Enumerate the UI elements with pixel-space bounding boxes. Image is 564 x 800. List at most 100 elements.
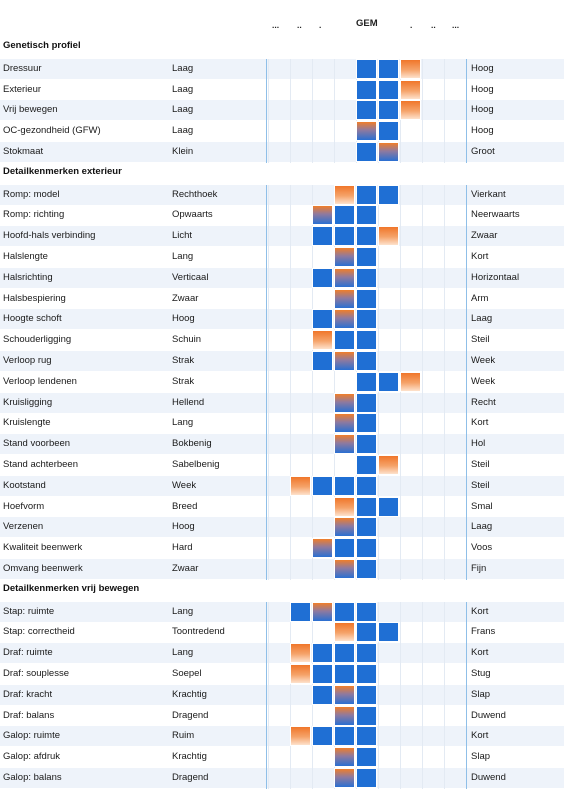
high-extreme-label: Hoog — [471, 104, 494, 116]
grid-line — [422, 664, 423, 685]
profile-bar-segment — [290, 643, 311, 664]
trait-label: Kruislengte — [3, 417, 51, 429]
high-extreme-label: Vierkant — [471, 188, 506, 200]
grid-line — [268, 601, 269, 623]
grid-line — [268, 517, 269, 539]
grid-line — [400, 538, 401, 559]
grid-line — [290, 538, 291, 559]
profile-bar-segment — [312, 726, 333, 747]
grid-line — [444, 205, 445, 227]
profile-row: Halsbespiering Zwaar Arm — [0, 289, 564, 309]
grid-line — [400, 622, 401, 644]
low-extreme-label: Hellend — [172, 396, 205, 408]
grid-line — [268, 475, 269, 497]
high-extreme-label: Arm — [471, 292, 489, 304]
profile-row: Draf: balans Dragend Duwend — [0, 706, 564, 726]
trait-label: Verzenen — [3, 521, 44, 533]
profile-row: Galop: afdruk Krachtig Slap — [0, 747, 564, 767]
grid-line — [422, 768, 423, 789]
profile-bar-segment — [378, 371, 399, 392]
grid-line — [422, 413, 423, 435]
profile-row: Halslengte Lang Kort — [0, 247, 564, 267]
grid-line — [268, 142, 269, 163]
grid-line — [422, 309, 423, 331]
grid-line — [334, 121, 335, 142]
low-extreme-label: Klein — [172, 146, 194, 157]
grid-line — [334, 371, 335, 393]
profile-row: Stand voorbeen Bokbenig Hol — [0, 434, 564, 455]
grid-line — [334, 142, 335, 163]
grid-line — [268, 184, 269, 206]
grid-line — [312, 622, 313, 644]
grid-line — [444, 434, 445, 455]
profile-bar-segment — [334, 330, 355, 351]
grid-line — [312, 559, 313, 580]
profile-bar-segment — [400, 58, 421, 79]
grid-line — [268, 559, 269, 580]
grid-line — [378, 768, 379, 789]
profile-bar-segment — [378, 100, 399, 121]
grid-line — [268, 413, 269, 435]
profile-bar-segment — [356, 184, 377, 205]
grid-line — [400, 267, 401, 289]
grid-line — [444, 413, 445, 435]
section-title: Detailkenmerken vrij bewegen — [3, 582, 140, 594]
grid-line — [400, 247, 401, 268]
profile-bar-segment — [334, 684, 355, 705]
grid-line — [290, 434, 291, 455]
profile-bar-segment — [378, 226, 399, 247]
grid-line — [444, 58, 445, 80]
profile-bar-segment — [356, 705, 377, 726]
grid-line — [444, 142, 445, 163]
profile-bar-segment — [356, 664, 377, 684]
grid-line — [268, 455, 269, 476]
profile-bar-segment — [312, 267, 333, 288]
profile-bar-segment — [356, 205, 377, 226]
profile-row: Kruisligging Hellend Recht — [0, 392, 564, 413]
profile-bar-segment — [356, 496, 377, 517]
profile-bar-segment — [334, 664, 355, 684]
grid-line — [312, 747, 313, 768]
low-extreme-label: Breed — [172, 500, 198, 512]
profile-bar-segment — [334, 434, 355, 455]
profile-bar-segment — [356, 121, 377, 142]
high-extreme-label: Steil — [471, 459, 490, 470]
grid-line — [400, 392, 401, 414]
grid-line — [290, 142, 291, 163]
low-extreme-label: Opwaarts — [172, 209, 213, 221]
trait-label: Stand voorbeen — [3, 438, 71, 450]
profile-bar-segment — [356, 517, 377, 538]
grid-line — [444, 288, 445, 310]
profile-bar-segment — [290, 475, 311, 496]
grid-line — [400, 517, 401, 539]
grid-line — [290, 496, 291, 518]
profile-bar-segment — [312, 330, 333, 351]
grid-line — [268, 205, 269, 227]
grid-line — [378, 475, 379, 497]
grid-line — [290, 247, 291, 268]
low-extreme-label: Hoog — [172, 521, 195, 533]
trait-label: Stand achterbeen — [3, 459, 79, 470]
grid-line — [444, 705, 445, 727]
profile-bar-segment — [334, 247, 355, 267]
low-extreme-label: Ruim — [172, 730, 195, 742]
grid-line — [268, 664, 269, 685]
profile-bar-segment — [356, 622, 377, 643]
trait-label: Halslengte — [3, 251, 48, 262]
grid-line — [290, 747, 291, 768]
profile-bar-segment — [334, 392, 355, 413]
low-extreme-label: Schuin — [172, 334, 202, 346]
grid-line — [422, 371, 423, 393]
grid-line — [444, 768, 445, 789]
grid-line — [444, 267, 445, 289]
grid-line — [312, 184, 313, 206]
profile-bar-segment — [356, 538, 377, 559]
profile-row: Hoogte schoft Hoog Laag — [0, 309, 564, 330]
profile-bar-segment — [334, 184, 355, 205]
profile-bar-segment — [290, 664, 311, 684]
grid-line — [400, 226, 401, 247]
grid-line — [422, 226, 423, 247]
grid-line — [290, 309, 291, 331]
grid-line — [422, 622, 423, 644]
